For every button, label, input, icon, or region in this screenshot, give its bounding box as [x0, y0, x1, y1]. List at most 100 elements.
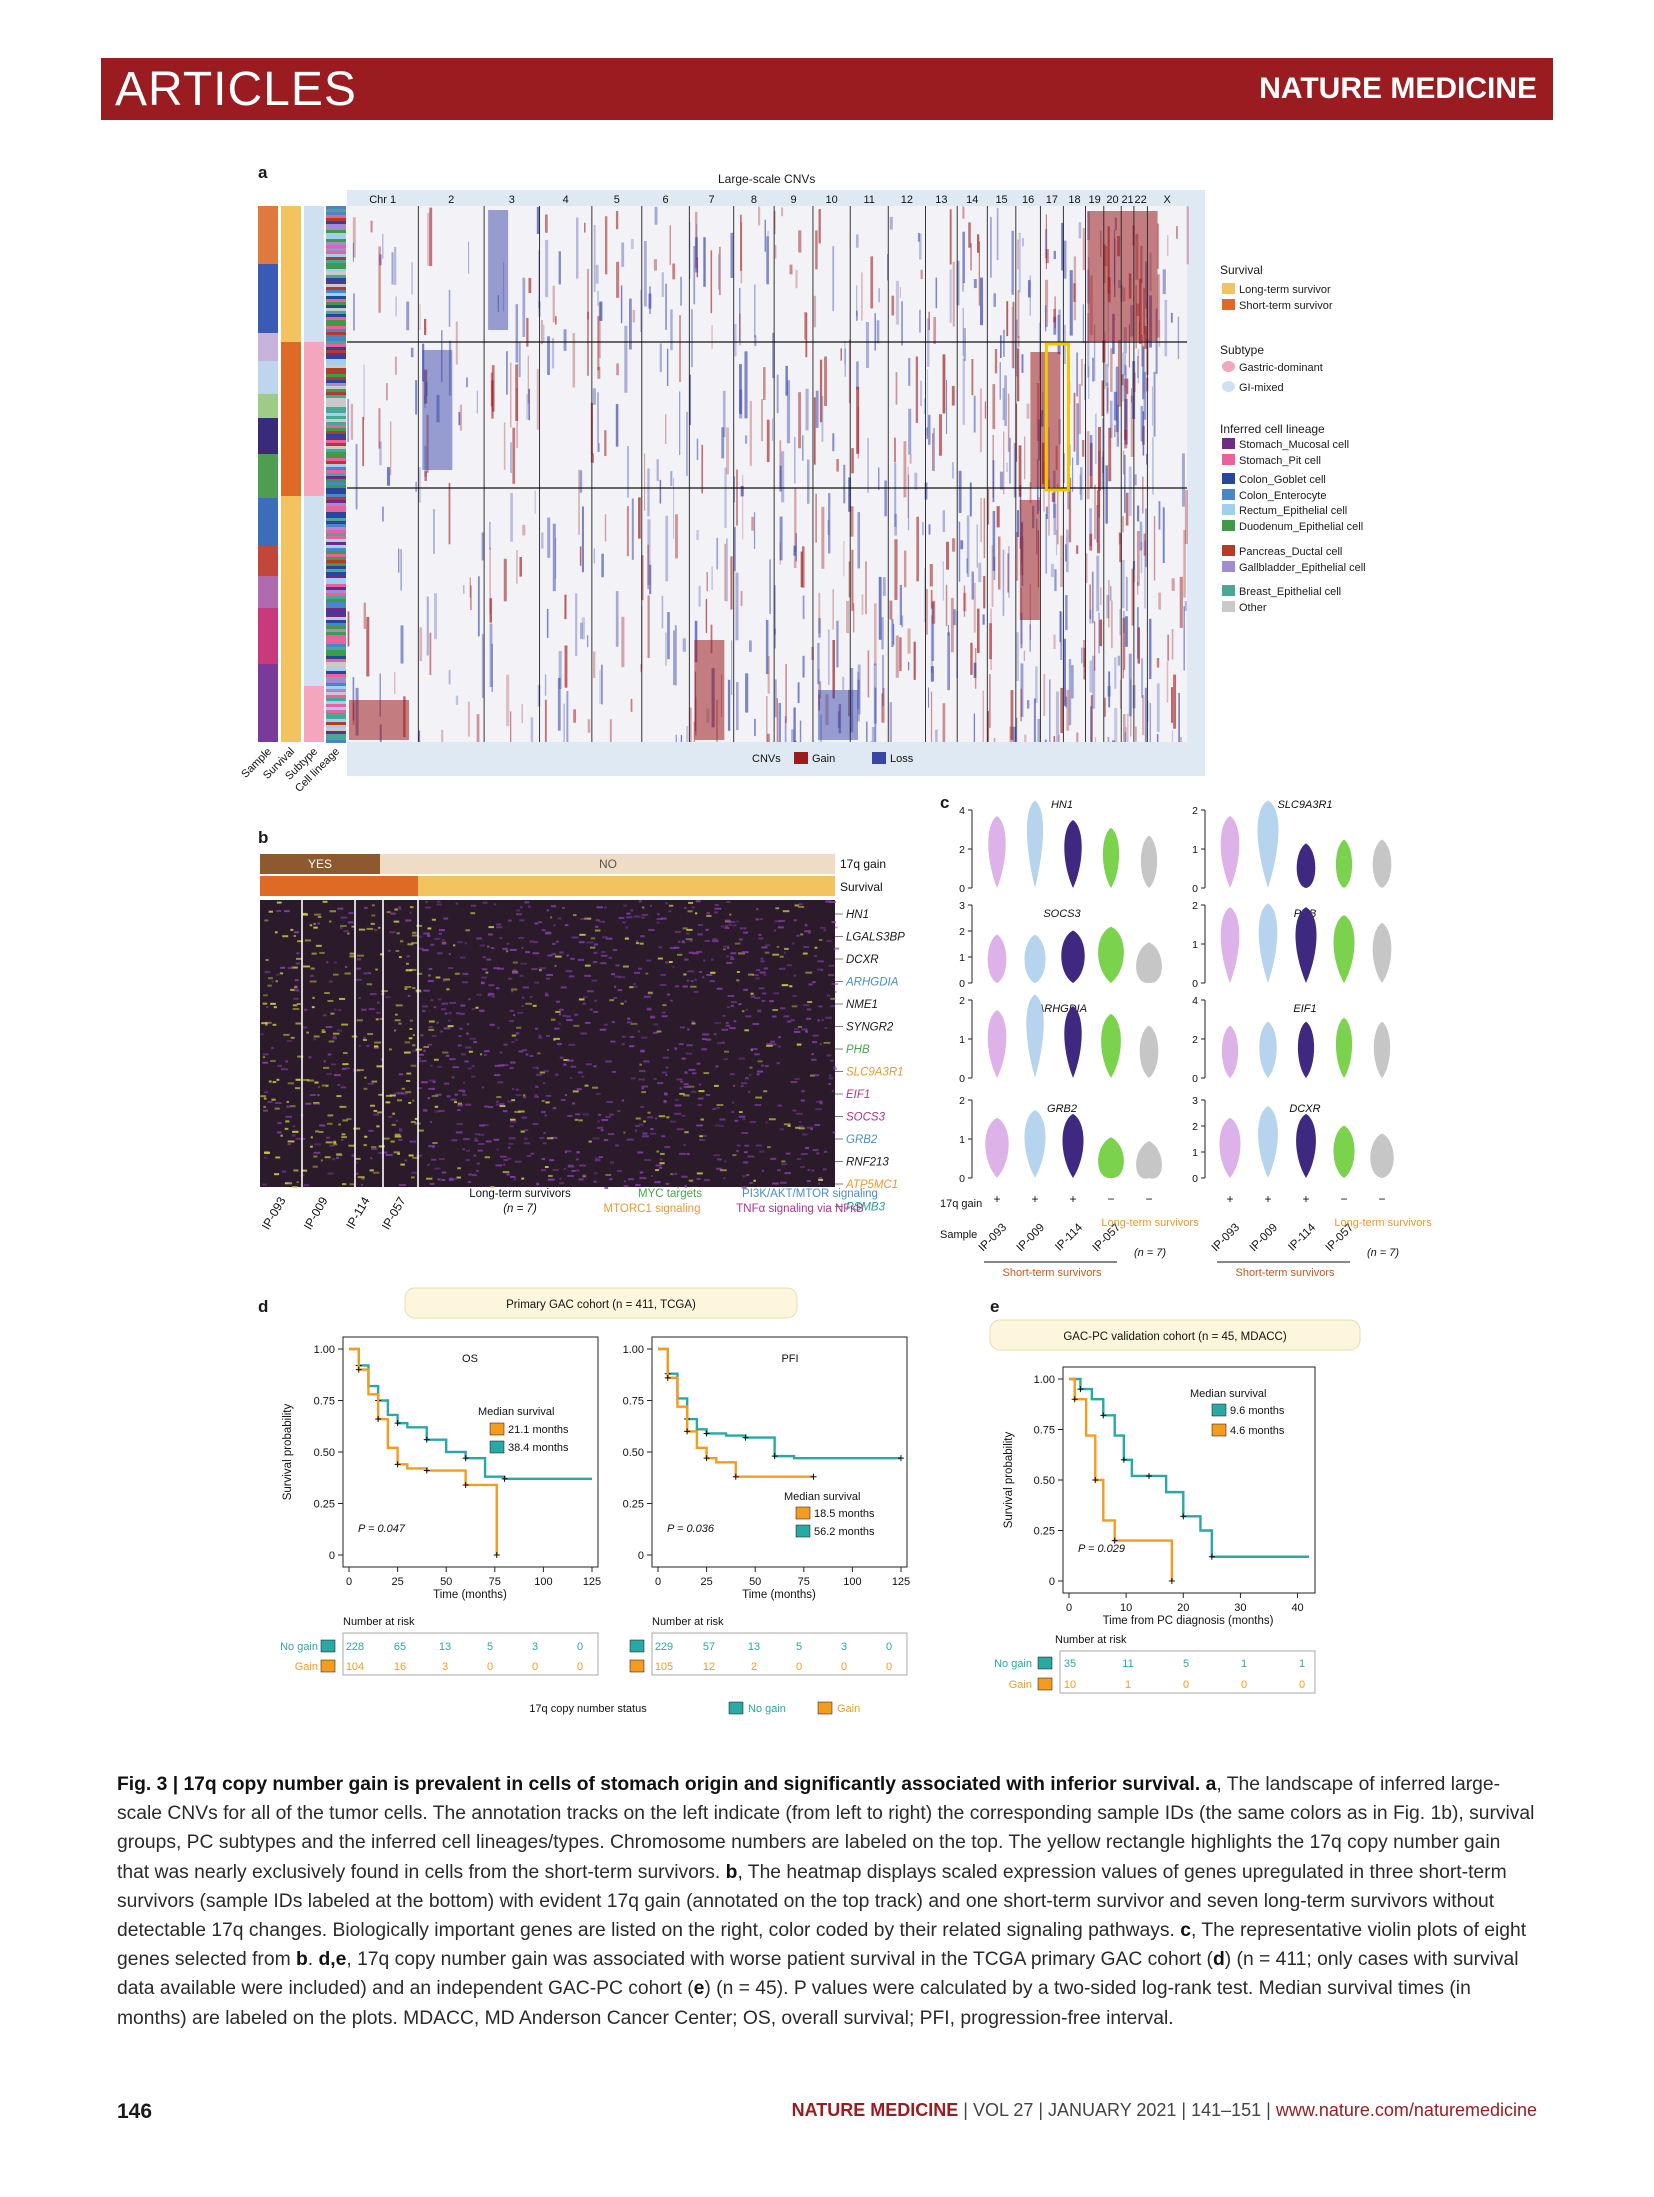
heatmap-cell — [807, 931, 811, 934]
cnv-stripe — [1110, 600, 1113, 649]
heatmap-cell — [314, 1130, 319, 1133]
heatmap-cell — [457, 1109, 461, 1112]
heatmap-cell — [288, 1181, 291, 1184]
heatmap-cell — [357, 1069, 364, 1072]
heatmap-cell — [603, 1139, 609, 1142]
heatmap-cell — [596, 906, 603, 909]
y-tick-label: 0 — [329, 1550, 335, 1562]
cnv-stripe — [766, 696, 768, 742]
heatmap-cell — [447, 1025, 454, 1028]
heatmap-cell — [371, 904, 375, 907]
risk-value: 5 — [1183, 1658, 1189, 1670]
lineage-track-row — [326, 485, 346, 488]
y-tick-label: 0 — [1049, 1576, 1055, 1588]
cnv-stripe — [1044, 279, 1049, 328]
heatmap-cell — [804, 930, 811, 933]
median-title: Median survival — [478, 1406, 554, 1418]
heatmap-cell — [723, 1058, 729, 1061]
cnv-stripe — [578, 469, 581, 535]
cnv-stripe — [992, 511, 996, 571]
cnv-stripe — [395, 296, 397, 317]
heatmap-cell — [595, 919, 600, 922]
heatmap-cell — [509, 1067, 514, 1070]
cnv-stripe — [915, 356, 919, 423]
cnv-stripe — [908, 357, 911, 386]
lineage-track-row — [326, 254, 346, 257]
heatmap-cell — [309, 1094, 316, 1097]
heatmap-cell — [325, 1141, 333, 1144]
cnv-stripe — [895, 280, 899, 325]
heatmap-cell — [661, 1015, 668, 1018]
cnv-stripe — [470, 585, 472, 610]
heatmap-cell — [799, 1120, 802, 1123]
legend-swatch — [1222, 298, 1235, 310]
cnv-stripe — [969, 482, 972, 517]
heatmap-cell — [332, 1158, 336, 1161]
heatmap-cell — [541, 929, 546, 932]
heatmap-cell — [753, 1179, 756, 1182]
heatmap-cell — [715, 1065, 719, 1068]
cnv-stripe — [661, 595, 664, 629]
heatmap-cell — [416, 1087, 422, 1090]
heatmap-cell — [367, 1033, 374, 1036]
p-value: P = 0.047 — [358, 1523, 406, 1535]
footer-url[interactable]: www.nature.com/naturemedicine — [1275, 2100, 1537, 2120]
cnv-stripe — [772, 332, 775, 379]
cnv-stripe — [881, 693, 883, 723]
risk-value: 104 — [346, 1661, 364, 1673]
lineage-track-row — [326, 581, 346, 584]
cnv-stripe — [1082, 228, 1085, 271]
heatmap-cell — [304, 939, 312, 942]
heatmap-cell — [754, 1103, 762, 1106]
heatmap-cell — [519, 974, 524, 977]
cnv-stripe — [968, 222, 971, 248]
heatmap-cell — [428, 1079, 436, 1082]
cnv-stripe — [739, 313, 741, 346]
heatmap-cell — [756, 908, 759, 911]
violin-shape — [1140, 835, 1158, 888]
cnv-stripe — [1009, 726, 1013, 742]
long-term-label: Long-term survivors — [1101, 1217, 1199, 1229]
heatmap-cell — [682, 927, 688, 930]
heatmap-cell — [763, 973, 767, 976]
heatmap-cell — [732, 1154, 737, 1157]
cnv-stripe — [851, 448, 854, 474]
heatmap-cell — [454, 972, 460, 975]
cnv-stripe — [1121, 374, 1124, 386]
heatmap-cell — [295, 957, 303, 960]
heatmap-cell — [722, 1014, 726, 1017]
heatmap-cell — [353, 1069, 360, 1072]
heatmap-cell — [266, 1006, 269, 1009]
cnv-stripe — [363, 602, 366, 629]
cnv-legend-gain: Gain — [812, 753, 835, 765]
heatmap-cell — [620, 1002, 624, 1005]
heatmap-cell — [447, 967, 454, 970]
cnv-stripe — [710, 624, 713, 654]
legend-swatch — [1222, 488, 1235, 500]
heatmap-cell — [309, 924, 313, 927]
heatmap-cell — [263, 1156, 268, 1159]
violin-shape — [1372, 922, 1392, 983]
heatmap-cell — [423, 1108, 427, 1111]
heatmap-cell — [439, 1030, 443, 1033]
heatmap-cell — [810, 1128, 813, 1131]
cnv-stripe — [996, 208, 999, 261]
heatmap-cell — [696, 950, 703, 953]
heatmap-cell — [807, 1168, 810, 1171]
heatmap-cell — [268, 910, 273, 913]
heatmap-cell — [763, 1090, 768, 1093]
risk-value: 1 — [1241, 1658, 1247, 1670]
heatmap-cell — [613, 996, 618, 999]
heatmap-cell — [499, 1155, 507, 1158]
cnv-stripe — [848, 561, 851, 598]
heatmap-cell — [466, 1149, 471, 1152]
heatmap-cell — [275, 1156, 281, 1159]
heatmap-cell — [743, 931, 749, 934]
heatmap-cell — [814, 946, 818, 949]
cnv-stripe — [467, 701, 470, 737]
cnv-stripe — [391, 252, 394, 285]
cnv-stripe — [564, 594, 567, 620]
heatmap-cell — [373, 1046, 379, 1049]
heatmap-cell — [635, 1117, 641, 1120]
cnv-stripe — [1137, 607, 1139, 659]
